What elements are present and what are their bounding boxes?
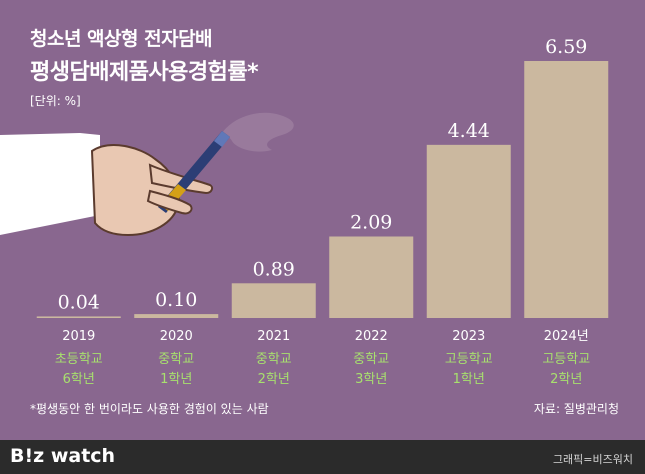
grade-label: 중학교: [353, 352, 389, 367]
value-label: 6.59: [545, 36, 587, 58]
category-label: 2023: [452, 329, 485, 344]
unit-label: [단위: %]: [30, 94, 81, 108]
sleeve-icon: [0, 133, 100, 235]
bar-2019: [36, 316, 121, 318]
footnote: *평생동안 한 번이라도 사용한 경험이 있는 사람: [30, 402, 269, 416]
grade-label: 2학년: [550, 372, 582, 387]
grade-label: 3학년: [355, 372, 387, 387]
category-label: 2022: [355, 329, 388, 344]
bar-2020: [134, 314, 219, 318]
bar-2023: [426, 144, 511, 318]
footer-bar: B!z watch 그래픽=비즈워치: [0, 440, 645, 474]
bar-2022: [329, 236, 414, 318]
grade-label: 1학년: [453, 372, 485, 387]
hand-holding-e-cigarette-illustration: [0, 112, 294, 237]
source-label: 자료: 질병관리청: [533, 402, 619, 416]
value-label: 0.89: [253, 258, 295, 280]
chart-title-line2: 평생담배제품사용경험률*: [30, 60, 259, 85]
value-label: 2.09: [350, 211, 392, 233]
bizwatch-logo: B!z watch: [10, 445, 116, 467]
category-label: 2024년: [544, 329, 589, 344]
value-label: 4.44: [448, 120, 490, 142]
chart-title-line1: 청소년 액상형 전자담배: [30, 28, 213, 50]
grade-label: 중학교: [256, 352, 292, 367]
graphic-credit: 그래픽=비즈워치: [552, 453, 633, 466]
grade-label: 초등학교: [55, 352, 103, 367]
value-label: 0.10: [155, 289, 197, 311]
bar-2021: [231, 283, 316, 318]
grade-label: 1학년: [160, 372, 192, 387]
category-label: 2020: [160, 329, 193, 344]
grade-label: 고등학교: [542, 352, 590, 367]
smoke-icon: [222, 112, 294, 152]
category-label: 2019: [62, 329, 95, 344]
grade-label: 중학교: [158, 352, 194, 367]
grade-label: 2학년: [258, 372, 290, 387]
value-label: 0.04: [58, 291, 100, 313]
bar-2024년: [524, 61, 609, 318]
category-label: 2021: [257, 329, 290, 344]
grade-label: 6학년: [63, 372, 95, 387]
grade-label: 고등학교: [445, 352, 493, 367]
